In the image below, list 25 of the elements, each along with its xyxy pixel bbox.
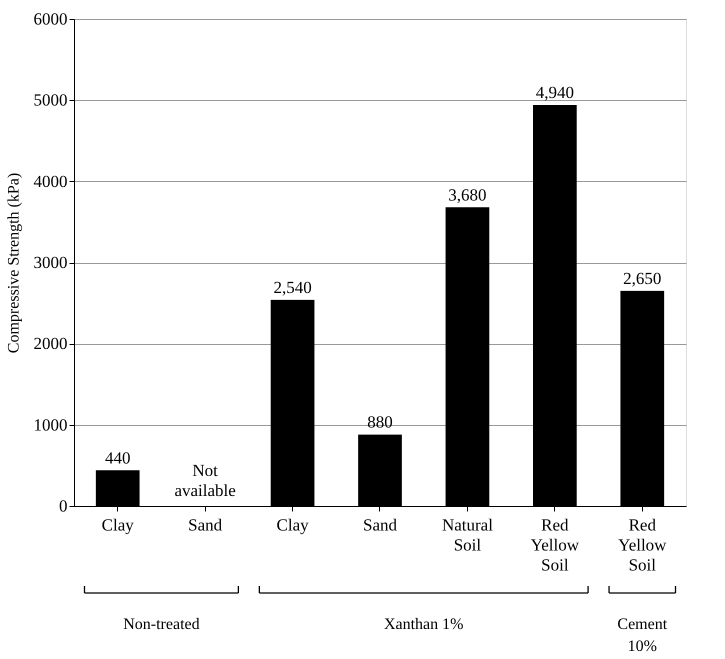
data-label: 440: [104, 448, 130, 468]
y-tick-label: 4000: [34, 172, 68, 191]
y-tick-label: 1000: [34, 415, 68, 434]
data-label: 3,680: [448, 185, 487, 204]
data-label: 2,540: [273, 278, 312, 297]
data-label: 4,940: [536, 83, 574, 102]
y-tick-label: 6000: [34, 10, 68, 28]
x-tick-label: Clay: [102, 516, 134, 534]
data-label: 880: [367, 412, 393, 432]
y-tick-label: 3000: [34, 253, 68, 272]
y-axis-title: Compressive Strength (kPa): [6, 172, 22, 354]
x-tick-label: Sand: [188, 516, 223, 534]
y-tick-label: 5000: [34, 90, 68, 110]
x-tick-label: Red Yellow Soil: [530, 516, 580, 574]
x-tick-label: Natural Soil: [442, 516, 494, 554]
data-label: 2,650: [623, 268, 662, 288]
y-tick-label: 0: [59, 496, 68, 516]
x-tick-label: Sand: [363, 516, 398, 534]
text: Cement 10%: [617, 616, 668, 655]
y-tick-label: 2000: [34, 334, 68, 354]
x-tick-label: Clay: [276, 516, 310, 534]
text: Xanthan 1%: [384, 616, 464, 633]
text: Not available: [174, 461, 236, 500]
text: Non-treated: [123, 616, 200, 633]
x-tick-label: Red Yellow Soil: [618, 516, 668, 574]
